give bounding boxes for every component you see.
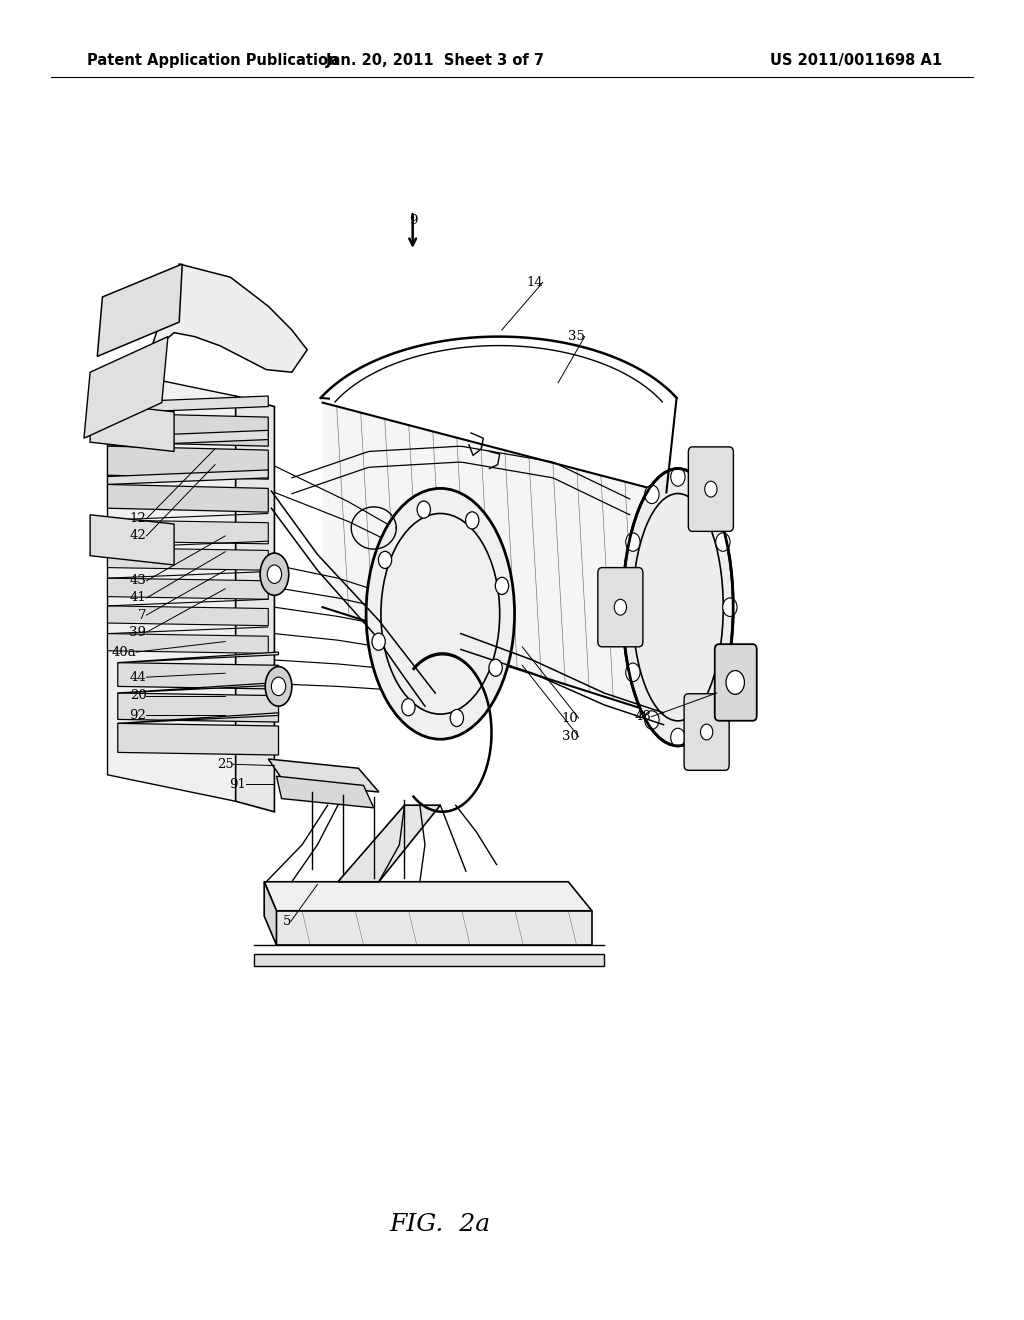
Circle shape xyxy=(417,502,430,519)
Polygon shape xyxy=(108,599,268,606)
Circle shape xyxy=(726,671,744,694)
Circle shape xyxy=(626,663,640,681)
Polygon shape xyxy=(338,805,440,882)
Polygon shape xyxy=(108,627,268,634)
Circle shape xyxy=(618,598,633,616)
Polygon shape xyxy=(84,337,168,438)
Polygon shape xyxy=(108,520,268,544)
Text: 30: 30 xyxy=(562,730,579,743)
Text: 42: 42 xyxy=(130,529,146,543)
Text: 35: 35 xyxy=(568,330,585,343)
Polygon shape xyxy=(236,396,274,812)
Circle shape xyxy=(267,565,282,583)
Polygon shape xyxy=(118,693,279,722)
Text: 10: 10 xyxy=(562,711,579,725)
Polygon shape xyxy=(264,882,276,945)
Circle shape xyxy=(705,482,717,498)
Polygon shape xyxy=(118,663,279,689)
Polygon shape xyxy=(118,682,279,693)
Circle shape xyxy=(451,709,464,726)
Circle shape xyxy=(271,677,286,696)
Polygon shape xyxy=(268,759,379,792)
FancyBboxPatch shape xyxy=(684,694,729,771)
Polygon shape xyxy=(276,776,374,808)
Circle shape xyxy=(723,598,737,616)
Polygon shape xyxy=(90,403,174,451)
Circle shape xyxy=(466,512,479,529)
Circle shape xyxy=(700,725,713,741)
Polygon shape xyxy=(118,723,279,755)
Polygon shape xyxy=(108,578,268,599)
Text: 7: 7 xyxy=(138,609,146,622)
Circle shape xyxy=(671,467,685,486)
Polygon shape xyxy=(108,470,268,484)
Circle shape xyxy=(645,486,659,504)
Circle shape xyxy=(488,659,502,676)
Ellipse shape xyxy=(260,553,289,595)
Circle shape xyxy=(716,533,730,552)
Text: 41: 41 xyxy=(130,591,146,605)
Polygon shape xyxy=(108,548,268,570)
Polygon shape xyxy=(108,634,268,653)
Polygon shape xyxy=(108,541,268,548)
Polygon shape xyxy=(108,606,268,626)
FancyBboxPatch shape xyxy=(598,568,643,647)
Text: 20: 20 xyxy=(130,689,146,702)
Polygon shape xyxy=(108,396,268,413)
Ellipse shape xyxy=(265,667,292,706)
Text: Patent Application Publication: Patent Application Publication xyxy=(87,53,339,69)
Polygon shape xyxy=(108,446,268,479)
Text: 5: 5 xyxy=(283,915,291,928)
Circle shape xyxy=(614,599,627,615)
Polygon shape xyxy=(143,264,307,372)
Ellipse shape xyxy=(366,488,514,739)
Circle shape xyxy=(716,663,730,681)
Polygon shape xyxy=(323,403,676,719)
Circle shape xyxy=(696,486,711,504)
Circle shape xyxy=(696,710,711,729)
Text: 92: 92 xyxy=(130,709,146,722)
Polygon shape xyxy=(108,413,268,446)
Polygon shape xyxy=(264,882,592,911)
Polygon shape xyxy=(108,484,268,512)
Text: US 2011/0011698 A1: US 2011/0011698 A1 xyxy=(770,53,942,69)
Text: 14: 14 xyxy=(526,276,543,289)
FancyBboxPatch shape xyxy=(715,644,757,721)
Text: 48: 48 xyxy=(635,710,651,723)
FancyBboxPatch shape xyxy=(688,447,733,532)
Circle shape xyxy=(496,577,509,594)
Polygon shape xyxy=(108,370,236,801)
Text: Jan. 20, 2011  Sheet 3 of 7: Jan. 20, 2011 Sheet 3 of 7 xyxy=(326,53,545,69)
Text: 43: 43 xyxy=(130,574,146,587)
Text: 40a: 40a xyxy=(112,645,136,659)
Circle shape xyxy=(401,698,415,715)
Polygon shape xyxy=(108,513,268,520)
Polygon shape xyxy=(108,572,268,578)
Circle shape xyxy=(645,710,659,729)
Text: 12: 12 xyxy=(130,512,146,525)
Text: FIG.  2a: FIG. 2a xyxy=(390,1213,490,1237)
Text: 39: 39 xyxy=(129,626,146,639)
Polygon shape xyxy=(118,652,279,663)
Circle shape xyxy=(379,552,392,569)
Text: 44: 44 xyxy=(130,671,146,684)
Ellipse shape xyxy=(623,469,733,746)
Polygon shape xyxy=(97,264,182,356)
Text: 91: 91 xyxy=(229,777,246,791)
Circle shape xyxy=(372,634,385,651)
Polygon shape xyxy=(108,430,268,446)
Polygon shape xyxy=(254,954,604,966)
Polygon shape xyxy=(276,911,592,945)
Polygon shape xyxy=(90,515,174,565)
Text: 25: 25 xyxy=(217,758,233,771)
Circle shape xyxy=(671,729,685,747)
Text: 9: 9 xyxy=(410,214,418,227)
Polygon shape xyxy=(118,713,279,723)
Circle shape xyxy=(626,533,640,552)
